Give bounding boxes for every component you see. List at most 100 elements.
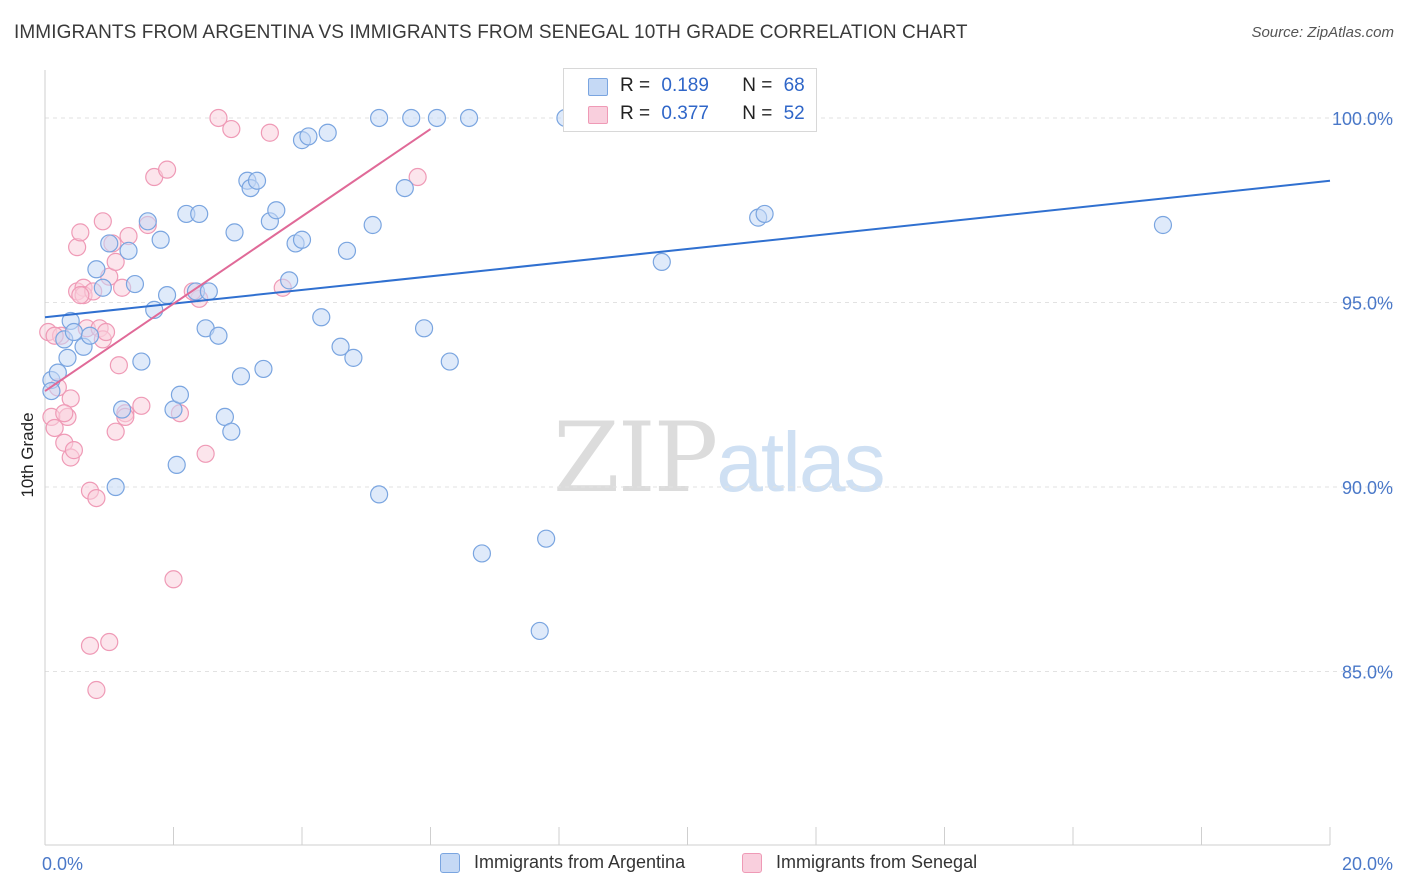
argentina-point [170, 385, 190, 404]
argentina-point [157, 286, 177, 305]
senegal-point [209, 108, 228, 128]
argentina-point [209, 326, 228, 345]
argentina-point [48, 363, 67, 382]
senegal-point [55, 404, 74, 423]
watermark-zip: ZIP [553, 402, 718, 514]
argentina-point [344, 348, 363, 367]
r-value: 0.189 [661, 75, 709, 96]
argentina-point [267, 201, 286, 220]
senegal-point [408, 167, 427, 187]
y-tick-label: 95.0% [1342, 294, 1393, 314]
axes [44, 70, 1331, 846]
n-value: 52 [783, 103, 805, 124]
legend: Immigrants from Argentina Immigrants fro… [0, 852, 1406, 878]
argentina-point [64, 322, 84, 342]
senegal-point [106, 252, 125, 272]
watermark: ZIPatlas [553, 402, 886, 514]
argentina-point [363, 215, 382, 235]
argentina-point [58, 348, 77, 367]
argentina-point [318, 123, 337, 142]
argentina-point [93, 278, 112, 297]
stats-legend-box: R = 0.189 N = 68 R = 0.377 N = 52 [563, 68, 817, 132]
argentina-point [190, 204, 209, 224]
argentina-point [331, 337, 350, 356]
argentina-point [199, 282, 218, 301]
senegal-points [39, 108, 427, 700]
senegal-point [222, 119, 241, 139]
senegal-swatch [588, 106, 608, 124]
senegal-point [64, 441, 84, 460]
chart-title: IMMIGRANTS FROM ARGENTINA VS IMMIGRANTS … [14, 22, 968, 43]
source-label: Source: ZipAtlas.com [1251, 24, 1394, 41]
argentina-point [370, 108, 389, 128]
argentina-point [106, 477, 125, 497]
senegal-swatch [742, 852, 762, 873]
argentina-point [225, 223, 244, 242]
senegal-point [45, 418, 64, 438]
argentina-swatch [440, 852, 460, 873]
argentina-point [299, 127, 318, 146]
argentina-point [427, 108, 447, 128]
argentina-point [42, 381, 61, 401]
argentina-point [138, 212, 157, 231]
argentina-trend-line [44, 179, 1331, 319]
senegal-point [71, 223, 90, 242]
r-label: R = [620, 103, 651, 124]
argentina-point [440, 352, 459, 371]
senegal-point [260, 123, 279, 142]
r-label: R = [620, 75, 651, 96]
argentina-point [472, 544, 491, 563]
n-label: N = [742, 103, 773, 124]
argentina-point [402, 108, 421, 128]
argentina-point [125, 274, 145, 294]
senegal-point [80, 636, 100, 655]
senegal-point [87, 680, 106, 700]
legend-item-senegal[interactable]: Immigrants from Senegal [742, 852, 977, 873]
senegal-point [68, 238, 87, 257]
legend-item-argentina[interactable]: Immigrants from Argentina [440, 852, 685, 873]
tick-labels: 85.0% 90.0% 95.0% 100.0% 0.0% 20.0% [42, 109, 1393, 874]
argentina-point [151, 230, 170, 249]
legend-label-senegal: Immigrants from Senegal [776, 852, 978, 872]
argentina-point [292, 230, 312, 249]
senegal-point [196, 444, 215, 463]
senegal-trend-line [44, 128, 432, 392]
senegal-point [164, 570, 183, 589]
x-tick-label: 0.0% [42, 854, 83, 874]
watermark-atlas: atlas [716, 415, 885, 509]
argentina-point [100, 234, 119, 253]
x-tick-label: 20.0% [1342, 854, 1393, 874]
senegal-point [157, 160, 177, 179]
argentina-point [652, 252, 671, 272]
senegal-point [100, 632, 119, 652]
n-label: N = [742, 75, 773, 96]
argentina-point [247, 171, 267, 190]
argentina-point [537, 529, 556, 548]
argentina-point [222, 422, 241, 441]
argentina-point [254, 359, 273, 379]
argentina-point [337, 241, 357, 260]
argentina-point [459, 108, 479, 128]
argentina-point [280, 271, 299, 290]
y-tick-label: 85.0% [1342, 663, 1393, 683]
senegal-point [106, 422, 125, 441]
n-value: 68 [783, 75, 805, 96]
argentina-point [119, 241, 138, 260]
argentina-point [167, 455, 186, 474]
trend-lines [44, 128, 1331, 392]
argentina-point [1153, 215, 1173, 235]
senegal-point [71, 286, 90, 305]
argentina-point [87, 260, 106, 279]
argentina-swatch [588, 78, 608, 96]
senegal-point [93, 212, 112, 231]
gridlines [45, 117, 1395, 673]
argentina-point [112, 400, 132, 419]
argentina-point [132, 352, 151, 371]
argentina-point [395, 178, 414, 198]
argentina-point [231, 367, 251, 386]
senegal-point [132, 396, 151, 415]
argentina-point [414, 319, 434, 338]
argentina-points [42, 108, 1173, 641]
y-tick-label: 90.0% [1342, 478, 1393, 498]
argentina-point [530, 621, 549, 641]
